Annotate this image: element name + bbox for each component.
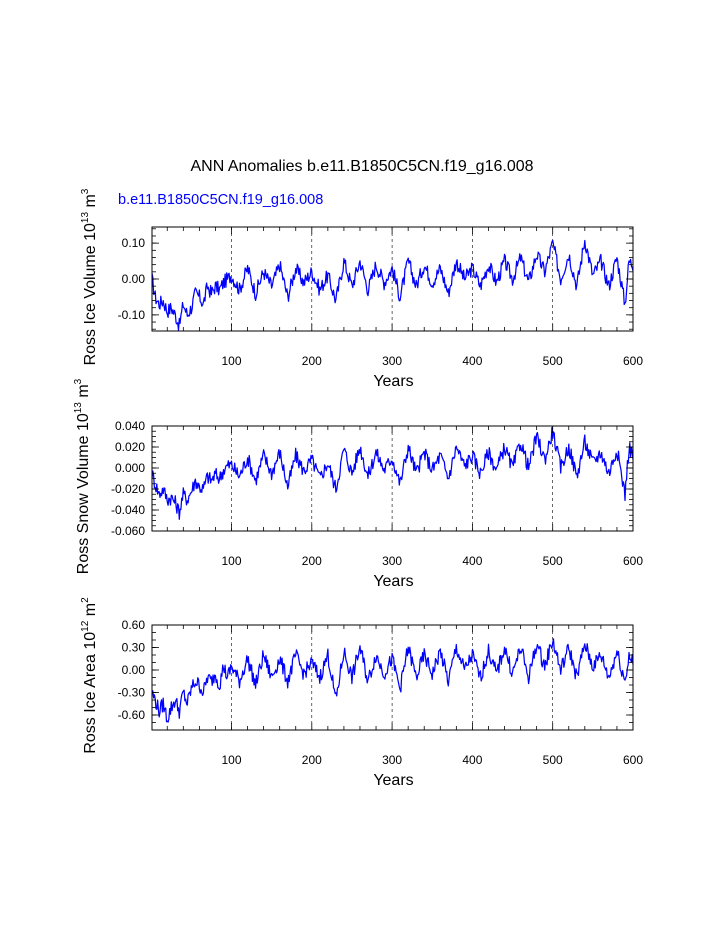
series-line	[151, 239, 634, 331]
x-axis-label: Years	[373, 373, 413, 390]
y-tick-label: 0.10	[122, 236, 146, 250]
plot-frame	[151, 425, 634, 532]
y-tick-label: 0.020	[115, 440, 145, 454]
y-tick-label: -0.30	[118, 686, 146, 700]
y-tick-label: 0.00	[122, 272, 146, 286]
y-tick-label: 0.30	[122, 641, 146, 655]
x-tick-label: 300	[382, 753, 402, 767]
y-tick-label: 0.60	[122, 618, 146, 632]
x-tick-label: 100	[221, 354, 241, 368]
x-tick-label: 300	[382, 354, 402, 368]
y-tick-label: -0.060	[111, 524, 145, 538]
x-tick-label: 100	[221, 753, 241, 767]
y-tick-label: -0.040	[111, 503, 145, 517]
x-tick-label: 500	[543, 753, 563, 767]
panel-ross-ice-area: -0.60 -0.30 0.00 0.30 0.60 100 200 300 400 500 600…	[80, 597, 643, 789]
x-tick-label: 400	[462, 753, 482, 767]
y-tick-label: 0.040	[115, 419, 145, 433]
figure-title: ANN Anomalies b.e11.B1850C5CN.f19_g16.00…	[190, 158, 533, 175]
x-tick-label: 200	[302, 554, 322, 568]
x-tick-label: 600	[623, 753, 643, 767]
y-axis-label: Ross Snow Volume 1013 m3	[73, 378, 92, 574]
x-tick-label: 400	[462, 554, 482, 568]
y-tick-label: -0.10	[118, 308, 146, 322]
x-tick-label: 400	[462, 354, 482, 368]
x-tick-label: 500	[543, 354, 563, 368]
series-line	[151, 426, 634, 520]
y-axis-label: Ross Ice Volume 1013 m3	[80, 188, 99, 365]
plot-frame	[151, 624, 634, 731]
x-tick-label: 600	[623, 554, 643, 568]
y-tick-label: -0.020	[111, 482, 145, 496]
x-tick-label: 200	[302, 753, 322, 767]
y-tick-label: -0.60	[118, 708, 146, 722]
panel-ross-snow-volume: -0.060 -0.040 -0.020 0.000 0.020 0.040 100 200 3…	[73, 378, 643, 590]
x-tick-label: 600	[623, 354, 643, 368]
x-axis-label: Years	[373, 573, 413, 590]
panel-ross-ice-volume: -0.10 0.00 0.10 100 200 300 400 500 600 Years Ross…	[80, 188, 643, 390]
y-tick-label: 0.00	[122, 663, 146, 677]
x-tick-label: 100	[221, 554, 241, 568]
y-tick-label: 0.000	[115, 461, 145, 475]
series-line	[151, 638, 634, 723]
x-tick-label: 500	[543, 554, 563, 568]
y-axis-label: Ross Ice Area 1012 m2	[80, 597, 99, 754]
x-tick-label: 300	[382, 554, 402, 568]
case-label: b.e11.B1850C5CN.f19_g16.008	[118, 192, 323, 208]
x-axis-label: Years	[373, 772, 413, 789]
x-tick-label: 200	[302, 354, 322, 368]
